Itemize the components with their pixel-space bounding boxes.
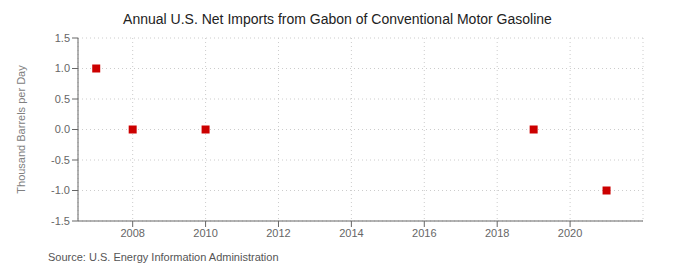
svg-text:2010: 2010 [193,227,217,239]
html-text:Annual U.S. Net Imports from G: Annual U.S. Net Imports from Gabon of Co… [123,11,552,27]
svg-text:2016: 2016 [412,227,436,239]
html-text:Source: U.S. Energy Informatio: Source: U.S. Energy Information Administ… [48,251,279,263]
svg-text:Thousand Barrels per Day: Thousand Barrels per Day [15,65,27,194]
svg-text:1.5: 1.5 [55,32,70,44]
svg-text:-0.5: -0.5 [51,154,70,166]
svg-text:0.5: 0.5 [55,93,70,105]
svg-text:2020: 2020 [558,227,582,239]
svg-text:2014: 2014 [339,227,363,239]
svg-text:-1.5: -1.5 [51,215,70,227]
svg-text:1.0: 1.0 [55,62,70,74]
svg-text:2008: 2008 [120,227,144,239]
svg-text:0.0: 0.0 [55,123,70,135]
svg-text:2012: 2012 [266,227,290,239]
svg-text:2018: 2018 [485,227,509,239]
svg-text:-1.0: -1.0 [51,184,70,196]
